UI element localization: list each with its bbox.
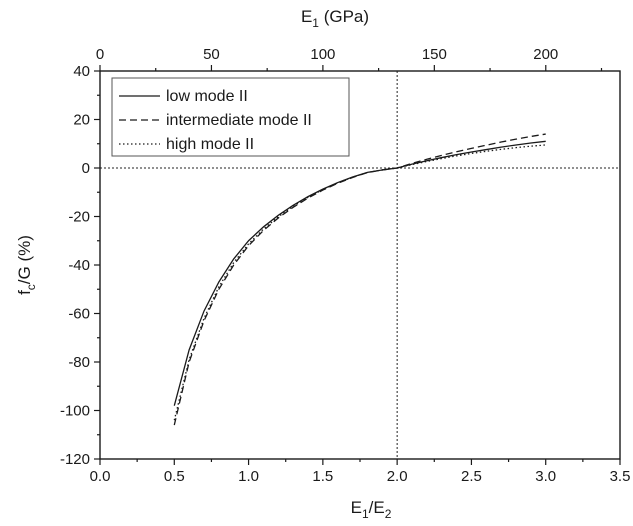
- x-tick-label: 0.0: [90, 468, 111, 485]
- legend-label: low mode II: [166, 88, 248, 105]
- x-tick-label: 2.0: [387, 468, 408, 485]
- top-x-tick-label: 100: [310, 46, 335, 63]
- y-tick-label: 20: [73, 112, 90, 129]
- x-tick-label: 0.5: [164, 468, 185, 485]
- top-x-tick-label: 0: [96, 46, 104, 63]
- y-tick-label: -100: [60, 403, 90, 420]
- series-line-dashed: [173, 133, 546, 426]
- ticks: 0.0 0.5 1.0 1.5 2.0 2.5 3.0 3.5 -120 -100 -80 -60 -4…: [60, 46, 630, 485]
- y-tick-label: -60: [68, 306, 90, 323]
- x-tick-label: 3.5: [610, 468, 631, 485]
- x-tick-label: 3.0: [535, 468, 556, 485]
- series-line-solid: [173, 140, 546, 406]
- y-axis-title: fc/G (%): [15, 235, 38, 295]
- top-x-axis-title: E1 (GPa): [301, 7, 369, 30]
- y-tick-label: 40: [73, 63, 90, 80]
- top-x-tick-label: 150: [422, 46, 447, 63]
- x-tick-label: 1.5: [312, 468, 333, 485]
- x-tick-label: 1.0: [238, 468, 259, 485]
- top-x-tick-label: 200: [533, 46, 558, 63]
- y-tick-label: -20: [68, 209, 90, 226]
- reference-lines: [100, 71, 620, 459]
- x-axis-title: E1/E2: [351, 498, 392, 521]
- legend-label: intermediate mode II: [166, 112, 312, 129]
- legend-label: high mode II: [166, 136, 254, 153]
- y-tick-label: 0: [82, 160, 90, 177]
- legend: low mode II intermediate mode II high mode…: [111, 77, 350, 157]
- y-tick-label: -40: [68, 257, 90, 274]
- y-tick-label: -120: [60, 451, 90, 468]
- series-layer: [173, 133, 546, 426]
- x-tick-label: 2.5: [461, 468, 482, 485]
- y-tick-label: -80: [68, 354, 90, 371]
- legend-box: [111, 77, 350, 157]
- series-line-dotted: [173, 144, 546, 421]
- top-x-tick-label: 50: [203, 46, 220, 63]
